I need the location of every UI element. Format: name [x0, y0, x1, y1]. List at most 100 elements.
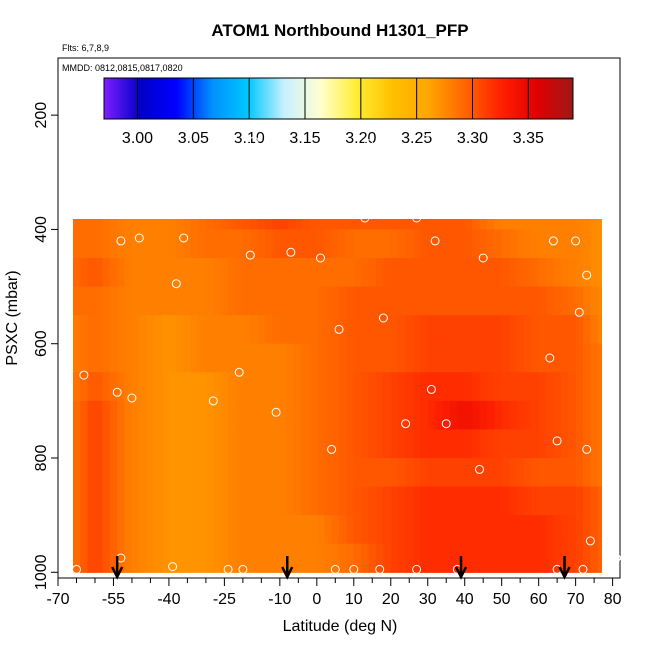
heatmap-cell	[509, 258, 518, 288]
heatmap-cell	[613, 429, 621, 458]
heatmap-cell	[279, 458, 288, 488]
heatmap-cell	[109, 343, 118, 373]
heatmap-cell	[383, 429, 392, 459]
heatmap-cell	[523, 229, 532, 259]
heatmap-cell	[568, 486, 577, 516]
heatmap-cell	[80, 400, 89, 431]
heatmap-cell	[501, 429, 510, 459]
heatmap-cell	[250, 229, 259, 259]
heatmap-cell	[523, 486, 532, 516]
heatmap-cell	[294, 372, 303, 402]
heatmap-cell	[390, 515, 399, 545]
heatmap-cell	[509, 343, 518, 373]
heatmap-cell	[139, 258, 148, 288]
heatmap-cell	[124, 429, 133, 459]
heatmap-cell	[516, 258, 525, 288]
heatmap-cell	[183, 515, 192, 545]
heatmap-cell	[316, 229, 325, 259]
sample-point	[478, 253, 488, 263]
heatmap-cell	[538, 229, 547, 259]
heatmap-cell	[265, 429, 274, 459]
heatmap-cell	[597, 229, 602, 259]
heatmap-cell	[457, 219, 466, 231]
heatmap-cell	[353, 343, 362, 373]
heatmap-cell	[198, 219, 207, 231]
heatmap-cell	[590, 429, 599, 459]
heatmap-cell	[420, 286, 429, 316]
heatmap-cell	[494, 315, 503, 345]
heatmap-cell	[102, 486, 111, 516]
heatmap-cell	[280, 144, 288, 173]
heatmap-cell	[235, 429, 244, 459]
heatmap-cell	[250, 172, 258, 201]
heatmap-cell	[324, 258, 333, 288]
sample-point	[401, 419, 411, 429]
heatmap-cell	[553, 219, 562, 231]
heatmap-cell	[531, 543, 540, 573]
heatmap-cell	[109, 543, 118, 573]
heatmap-cell	[176, 258, 185, 288]
heatmap-cell	[154, 229, 163, 259]
heatmap-cell	[353, 458, 362, 488]
heatmap-cell	[331, 458, 340, 488]
heatmap-cell	[220, 219, 229, 231]
heatmap-cell	[457, 172, 465, 201]
heatmap-cell	[361, 458, 370, 488]
heatmap-cell	[184, 172, 192, 201]
heatmap-cell	[102, 286, 111, 316]
heatmap-cell	[294, 400, 303, 431]
heatmap-cell	[583, 372, 592, 402]
heatmap-cell	[538, 458, 547, 488]
y-axis: 200 400 600 800 1000	[33, 102, 59, 590]
heatmap-cell	[309, 258, 318, 288]
heatmap-cell	[87, 229, 96, 259]
heatmap-cell	[250, 343, 259, 373]
heatmap-cell	[139, 458, 148, 488]
heatmap-cell	[139, 429, 148, 459]
x-tick-label: -10	[268, 591, 291, 608]
heatmap-cell	[531, 515, 540, 545]
heatmap-cell	[375, 343, 384, 373]
heatmap-cell	[449, 229, 458, 259]
heatmap-cell	[280, 172, 288, 201]
heatmap-cell	[213, 486, 222, 516]
heatmap-cell	[191, 172, 199, 201]
heatmap-cell	[428, 144, 436, 173]
heatmap-cell	[398, 543, 407, 573]
heatmap-cell	[257, 372, 266, 402]
heatmap-cell	[176, 172, 184, 201]
heatmap-cell	[405, 515, 414, 545]
heatmap-cell	[590, 115, 598, 144]
heatmap-cell	[502, 172, 510, 201]
heatmap-cell	[279, 258, 288, 288]
sample-point	[208, 396, 218, 406]
heatmap-cell	[228, 172, 236, 201]
heatmap-cell	[265, 286, 274, 316]
heatmap-cell	[176, 429, 185, 459]
heatmap-cell	[287, 543, 296, 573]
heatmap-cell	[494, 144, 502, 173]
heatmap-cell	[309, 372, 318, 402]
heatmap-cell	[375, 486, 384, 516]
heatmap-cell	[183, 486, 192, 516]
heatmap-cell	[309, 515, 318, 545]
heatmap-cell	[168, 343, 177, 373]
heatmap-cell	[346, 229, 355, 259]
heatmap-cell	[205, 219, 214, 231]
heatmap-cell	[353, 486, 362, 516]
heatmap-cell	[332, 172, 340, 201]
heatmap-cell	[191, 343, 200, 373]
heatmap-cell	[324, 429, 333, 459]
heatmap-cell	[583, 458, 592, 488]
heatmap-cell	[109, 229, 118, 259]
heatmap-cell	[124, 515, 133, 545]
heatmap-cell	[124, 258, 133, 288]
heatmap-cell	[324, 286, 333, 316]
heatmap-cell	[183, 229, 192, 259]
heatmap-cell	[250, 258, 259, 288]
heatmap-cell	[457, 515, 466, 545]
heatmap-cell	[375, 315, 384, 345]
heatmap-cell	[509, 172, 517, 201]
heatmap-cell	[220, 458, 229, 488]
heatmap-cell	[154, 144, 162, 173]
